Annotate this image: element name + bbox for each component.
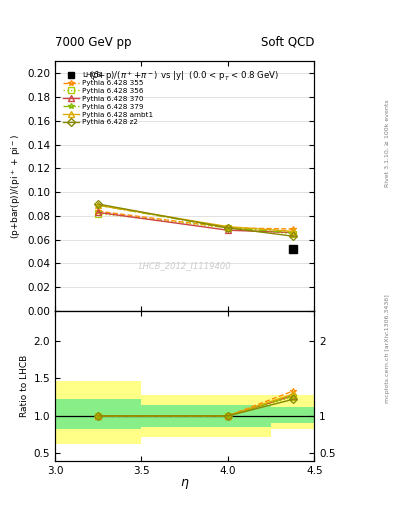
Text: ($\bar{p}$+p)/($\pi^+$+$\pi^-$) vs |y|  (0.0 < p$_T$ < 0.8 GeV): ($\bar{p}$+p)/($\pi^+$+$\pi^-$) vs |y| (… [90, 69, 280, 82]
Y-axis label: Ratio to LHCB: Ratio to LHCB [20, 355, 29, 417]
Bar [271, 395, 314, 430]
Bar [55, 381, 141, 443]
Y-axis label: (p+bar(p))/(pi$^+$ + pi$^-$): (p+bar(p))/(pi$^+$ + pi$^-$) [9, 134, 23, 239]
Text: LHCB_2012_I1119400: LHCB_2012_I1119400 [138, 262, 231, 271]
Bar [141, 395, 271, 437]
Bar [55, 399, 141, 430]
Text: 7000 GeV pp: 7000 GeV pp [55, 36, 132, 49]
Text: Soft QCD: Soft QCD [261, 36, 314, 49]
Bar [141, 404, 271, 427]
X-axis label: $\eta$: $\eta$ [180, 477, 189, 491]
Text: Rivet 3.1.10, ≥ 100k events: Rivet 3.1.10, ≥ 100k events [385, 99, 389, 187]
Legend: LHCB, Pythia 6.428 355, Pythia 6.428 356, Pythia 6.428 370, Pythia 6.428 379, Py: LHCB, Pythia 6.428 355, Pythia 6.428 356… [61, 70, 156, 127]
Bar [271, 407, 314, 423]
Text: mcplots.cern.ch [arXiv:1306.3436]: mcplots.cern.ch [arXiv:1306.3436] [385, 294, 389, 402]
